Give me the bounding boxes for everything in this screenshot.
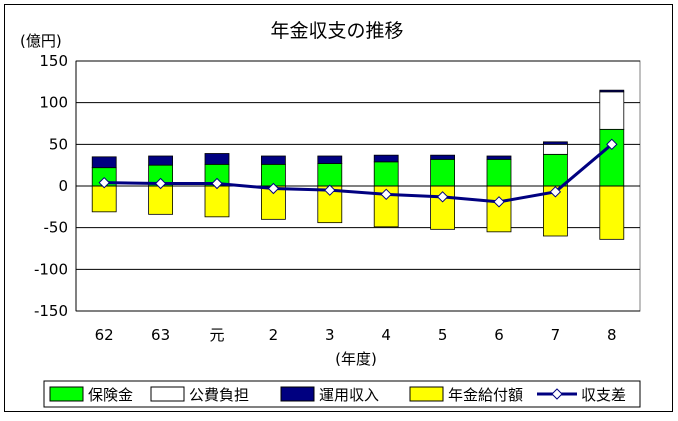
legend-label: 運用収入 (319, 386, 379, 404)
legend-swatch (280, 386, 315, 402)
y-tick-label: 150 (39, 52, 68, 70)
x-tick-label: 3 (325, 326, 335, 344)
bar-保険金 (430, 158, 456, 187)
legend-swatch (49, 386, 84, 402)
legend: 保険金 公費負担 運用収入 年金給付額 収支差 (43, 380, 641, 408)
x-tick-label: 2 (269, 326, 279, 344)
line-marker (606, 138, 618, 151)
x-tick-label: 63 (151, 326, 170, 344)
x-tick-label: 5 (438, 326, 448, 344)
bar-年金給付額 (486, 185, 512, 233)
chart-title: 年金収支の推移 (270, 20, 403, 42)
plot-area: 150 100 50 0 -50 -100 -150 62 63 元 2 3 4 5 6 7 8 (34, 52, 641, 344)
bar-運用収入 (543, 141, 568, 145)
bar-保険金 (543, 153, 568, 187)
legend-swatch (150, 386, 185, 402)
x-tick-label: 7 (551, 326, 561, 344)
bar-運用収入 (599, 89, 625, 93)
bar-年金給付額 (204, 185, 230, 218)
legend-swatch (409, 386, 444, 402)
y-tick-label: -50 (44, 219, 69, 237)
bar-保険金 (486, 158, 512, 187)
x-tick-label: 4 (381, 326, 391, 344)
bar-保険金 (317, 163, 343, 187)
y-tick-label: 100 (39, 94, 68, 112)
bar-運用収入 (148, 155, 174, 166)
bar-運用収入 (430, 154, 456, 160)
x-tick-label: 8 (607, 326, 617, 344)
bar-運用収入 (317, 155, 343, 164)
y-axis-label: (億円) (20, 32, 62, 50)
line-marker (267, 182, 280, 195)
line-marker (211, 177, 223, 190)
x-axis-label: (年度) (335, 350, 377, 368)
bar-運用収入 (373, 154, 399, 163)
y-tick-label: -100 (34, 260, 68, 278)
x-tick-label: 62 (95, 326, 114, 344)
legend-label: 公費負担 (189, 386, 249, 404)
bar-年金給付額 (148, 185, 174, 215)
y-tick-label: -150 (34, 302, 68, 320)
bar-公費負担 (599, 91, 625, 130)
bar-保険金 (373, 161, 399, 187)
y-tick-label: 50 (49, 135, 68, 153)
bar-運用収入 (91, 156, 117, 169)
line-収支差 (104, 143, 613, 204)
line-marker (380, 188, 392, 201)
bar-運用収入 (486, 155, 512, 160)
line-marker (549, 186, 562, 198)
legend-label: 保険金 (88, 386, 133, 404)
bar-運用収入 (204, 153, 230, 165)
legend-marker (551, 388, 563, 400)
line-marker (493, 196, 505, 208)
legend-label: 収支差 (581, 386, 626, 404)
bar-運用収入 (260, 155, 286, 165)
bar-年金給付額 (91, 185, 117, 213)
x-tick-label: 6 (494, 326, 504, 344)
line-marker (98, 176, 110, 189)
legend-label: 年金給付額 (448, 386, 523, 404)
bar-保険金 (260, 163, 286, 187)
bar-保険金 (599, 128, 625, 187)
bar-公費負担 (543, 143, 568, 155)
line-marker (436, 191, 449, 203)
x-tick-label: 元 (209, 326, 224, 344)
y-tick-label: 0 (58, 177, 68, 195)
line-marker (154, 177, 167, 190)
line-marker (324, 184, 336, 196)
bar-年金給付額 (599, 185, 625, 240)
